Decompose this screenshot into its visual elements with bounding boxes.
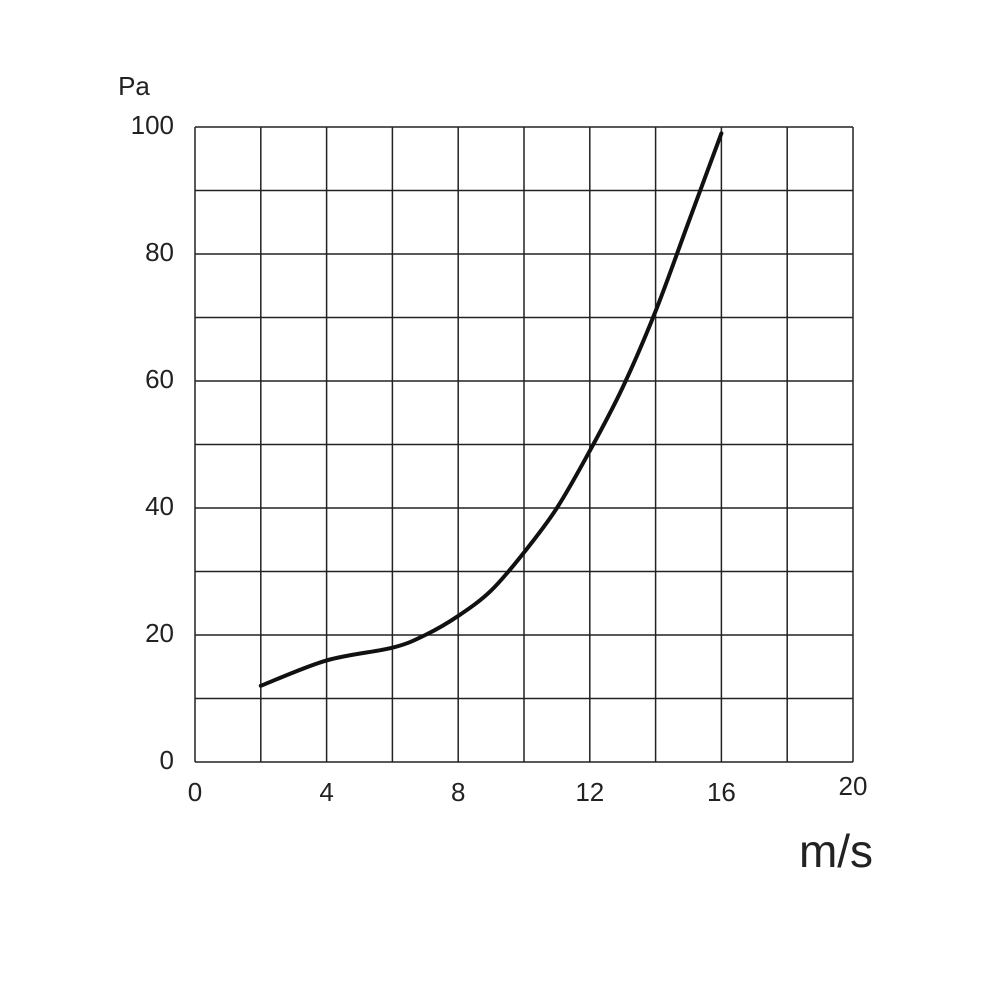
- y-axis-label: Pa: [118, 71, 150, 101]
- y-tick-label: 0: [160, 745, 174, 775]
- x-axis-label: m/s: [799, 825, 873, 877]
- y-tick-label: 60: [145, 364, 174, 394]
- x-tick-label: 16: [707, 777, 736, 807]
- y-tick-label: 20: [145, 618, 174, 648]
- x-tick-label: 8: [451, 777, 465, 807]
- x-tick-label: 12: [575, 777, 604, 807]
- y-tick-label: 100: [131, 110, 174, 140]
- x-tick-label: 4: [319, 777, 333, 807]
- y-tick-label: 40: [145, 491, 174, 521]
- x-tick-label: 20: [839, 771, 868, 801]
- x-tick-label: 0: [188, 777, 202, 807]
- line: [258, 131, 724, 688]
- y-tick-label: 80: [145, 237, 174, 267]
